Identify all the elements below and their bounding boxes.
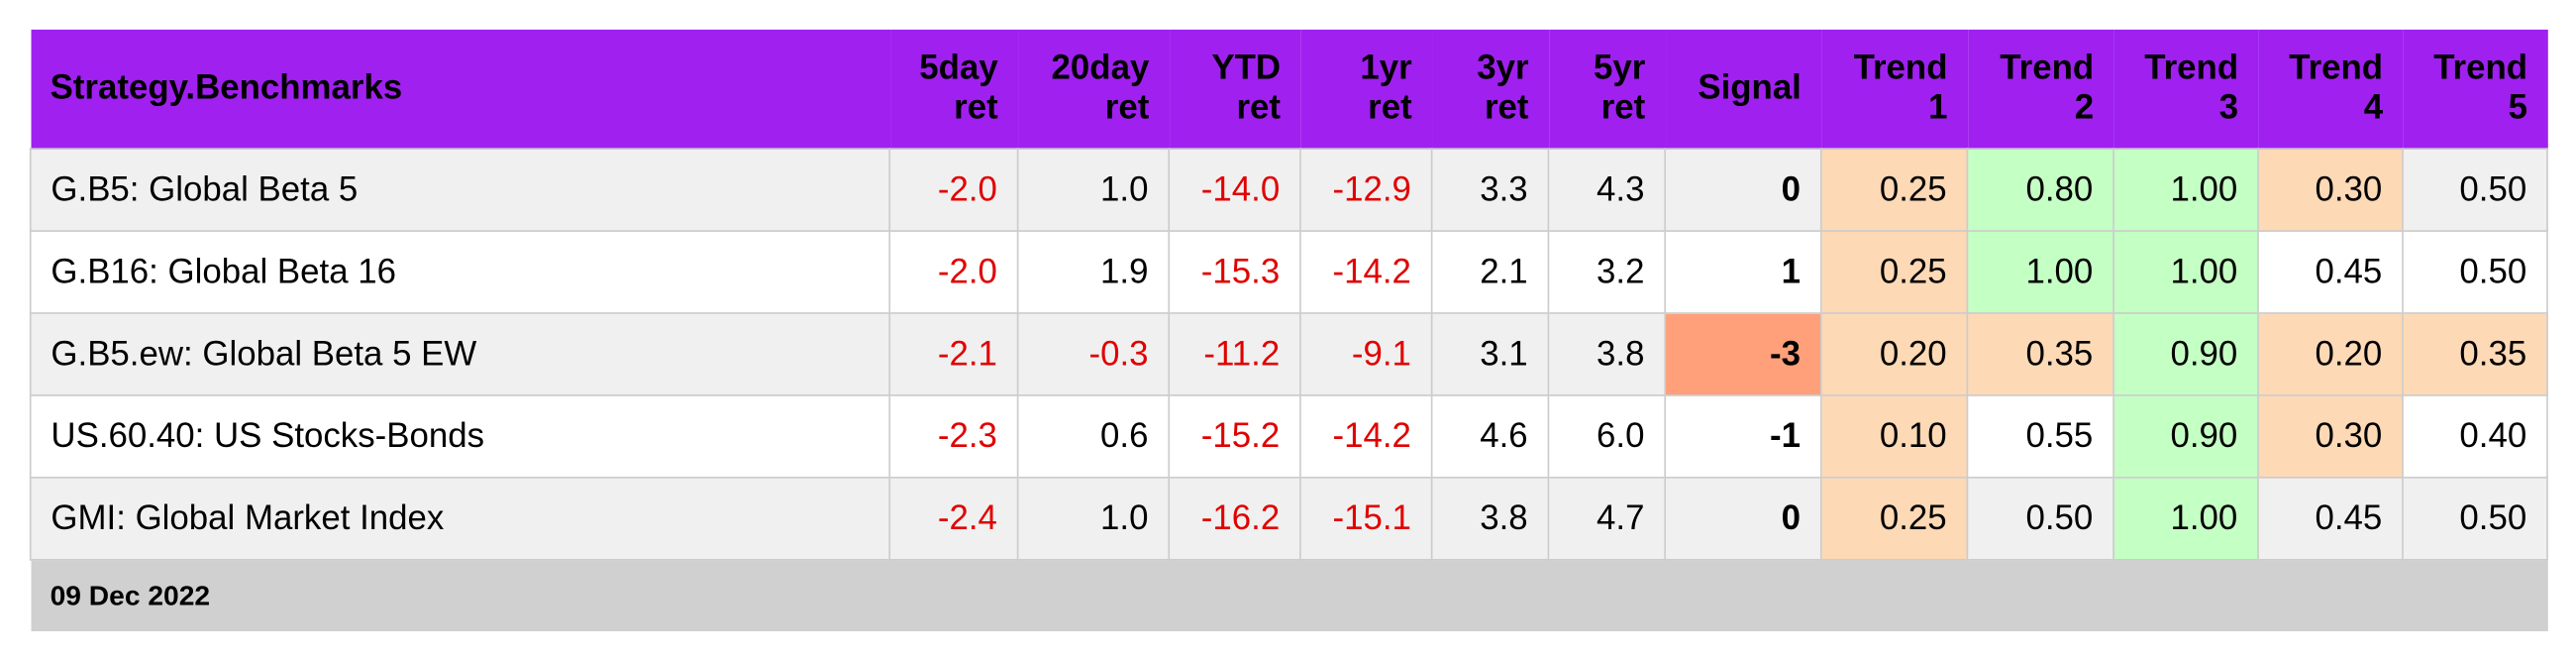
table-cell: -11.2 [1168, 312, 1301, 396]
table-cell: -0.3 [1016, 312, 1171, 396]
table-cell: 0.90 [2112, 394, 2259, 479]
table-cell: 0.20 [2257, 312, 2404, 396]
table-cell: 0.50 [2402, 477, 2548, 561]
table-cell: -2.1 [888, 312, 1019, 396]
table-cell: -15.1 [1299, 477, 1433, 561]
table-cell: 0.25 [1819, 148, 1969, 232]
table-cell: 0.90 [2112, 312, 2259, 396]
table-cell: 0.25 [1819, 230, 1969, 314]
table-cell: 1.00 [2112, 148, 2259, 232]
column-header: Trend 5 [2402, 29, 2547, 150]
table-cell: 0.55 [1966, 394, 2114, 479]
table-cell: 3.3 [1430, 148, 1550, 232]
table-cell: 1.0 [1016, 477, 1171, 561]
table-cell: 0.50 [1966, 477, 2114, 561]
column-header: Strategy.Benchmarks [30, 29, 890, 150]
table-cell: -2.4 [888, 477, 1019, 561]
table-cell: 6.0 [1547, 394, 1667, 479]
benchmark-table: Strategy.Benchmarks 5day ret 20day ret YTD … [29, 29, 2548, 631]
table-cell: 1.00 [1966, 230, 2114, 314]
table-cell: 1.00 [2112, 477, 2259, 561]
table-cell: 0 [1664, 477, 1822, 561]
table-cell: 0.45 [2257, 230, 2404, 314]
table-cell: 0.45 [2257, 477, 2404, 561]
table-cell: 4.6 [1430, 394, 1550, 479]
column-header: Trend 4 [2258, 29, 2403, 150]
table-row: G.B5.ew: Global Beta 5 EW -2.1 -0.3 -11.2 -9… [29, 312, 2548, 396]
table-cell: -2.0 [888, 148, 1019, 232]
table-cell: GMI: Global Market Index [29, 477, 891, 561]
column-header: 20day ret [1017, 29, 1170, 150]
table-cell: 2.1 [1430, 230, 1550, 314]
table-cell: -14.2 [1299, 394, 1433, 479]
table-cell: 0 [1664, 148, 1822, 232]
table-cell: 0.10 [1819, 394, 1969, 479]
table-cell: US.60.40: US Stocks-Bonds [29, 394, 891, 479]
table-cell: 0.80 [1966, 148, 2114, 232]
table-cell: 3.8 [1430, 477, 1550, 561]
footer-date: 09 Dec 2022 [30, 559, 2547, 631]
table-cell: -15.3 [1168, 230, 1301, 314]
table-cell: 4.7 [1547, 477, 1667, 561]
table-cell: 0.30 [2257, 148, 2404, 232]
table-cell: 0.30 [2257, 394, 2404, 479]
table-cell: 0.35 [1966, 312, 2114, 396]
column-header: 5day ret [889, 29, 1018, 150]
table-row: G.B16: Global Beta 16 -2.0 1.9 -15.3 -14.2 2.… [29, 230, 2548, 314]
table-cell: -14.0 [1168, 148, 1301, 232]
table-cell: 0.40 [2402, 394, 2548, 479]
table-cell: 3.1 [1430, 312, 1550, 396]
header-row: Strategy.Benchmarks 5day ret 20day ret YTD … [30, 29, 2547, 150]
column-header: Trend 1 [1820, 29, 1968, 150]
column-header: Signal [1665, 29, 1821, 150]
table-cell: -9.1 [1299, 312, 1433, 396]
table-cell: 3.8 [1547, 312, 1667, 396]
table-row: GMI: Global Market Index -2.4 1.0 -16.2 -15.… [29, 477, 2548, 561]
table-cell: 0.25 [1819, 477, 1969, 561]
table-cell: 1.9 [1016, 230, 1171, 314]
table-cell: G.B16: Global Beta 16 [29, 230, 891, 314]
table-cell: 0.20 [1819, 312, 1969, 396]
table-cell: -16.2 [1168, 477, 1301, 561]
column-header: 1yr ret [1299, 29, 1432, 150]
table-cell: -1 [1664, 394, 1822, 479]
table-cell: 4.3 [1547, 148, 1667, 232]
column-header: YTD ret [1169, 29, 1300, 150]
table-cell: -14.2 [1299, 230, 1433, 314]
column-header: Trend 3 [2113, 29, 2259, 150]
table-cell: G.B5: Global Beta 5 [29, 148, 891, 232]
table-cell: 0.50 [2402, 148, 2548, 232]
table-cell: 0.6 [1016, 394, 1171, 479]
column-header: Trend 2 [1967, 29, 2114, 150]
table-cell: -2.3 [888, 394, 1019, 479]
table-cell: 1.00 [2112, 230, 2259, 314]
table-cell: 0.50 [2402, 230, 2548, 314]
table-row: G.B5: Global Beta 5 -2.0 1.0 -14.0 -12.9 3.3 4… [29, 148, 2548, 232]
table-cell: -2.0 [888, 230, 1019, 314]
column-header: 5yr ret [1548, 29, 1666, 150]
table-cell: 1 [1664, 230, 1822, 314]
table-cell: 1.0 [1016, 148, 1171, 232]
footer-row: 09 Dec 2022 [30, 559, 2547, 631]
table-row: US.60.40: US Stocks-Bonds -2.3 0.6 -15.2 -14… [29, 394, 2548, 479]
table-cell: G.B5.ew: Global Beta 5 EW [29, 312, 891, 396]
column-header: 3yr ret [1431, 29, 1549, 150]
table-cell: 3.2 [1547, 230, 1667, 314]
table-cell: -3 [1664, 312, 1822, 396]
table-cell: 0.35 [2402, 312, 2548, 396]
table-cell: -15.2 [1168, 394, 1301, 479]
table-cell: -12.9 [1299, 148, 1433, 232]
